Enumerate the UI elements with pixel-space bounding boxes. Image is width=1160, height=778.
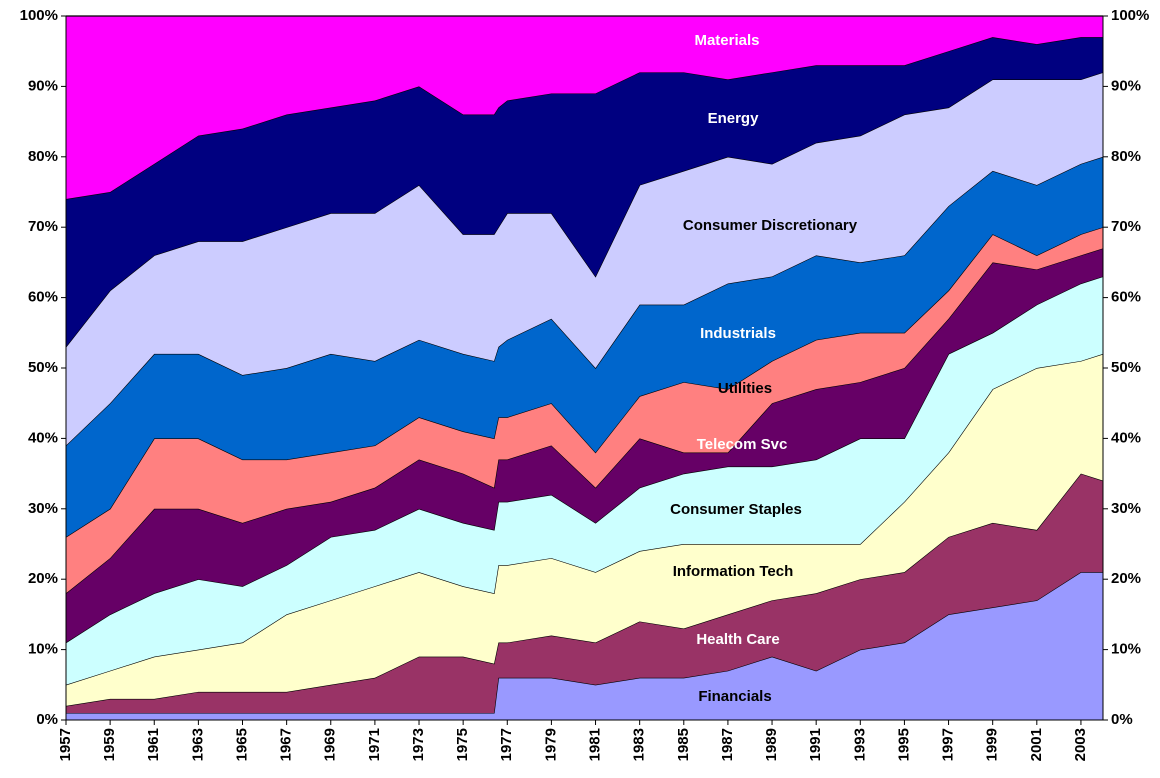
- x-tick-label: 1967: [278, 728, 295, 761]
- area: [66, 16, 1103, 200]
- x-tick-label: 1977: [498, 728, 515, 761]
- x-tick-label: 1971: [366, 728, 383, 761]
- x-tick-label: 1989: [763, 728, 780, 761]
- series-label: Telecom Svc: [697, 436, 788, 453]
- y-tick-label: 90%: [28, 77, 58, 94]
- y2-tick-label: 100%: [1111, 7, 1149, 24]
- series-label: Consumer Discretionary: [683, 217, 858, 234]
- y2-tick-label: 90%: [1111, 77, 1141, 94]
- x-tick-label: 1979: [542, 728, 559, 761]
- x-tick-label: 1991: [807, 728, 824, 761]
- area: [66, 353, 1103, 706]
- x-tick-label: 2003: [1072, 728, 1089, 761]
- series-label: Information Tech: [673, 563, 794, 580]
- x-tick-label: 2001: [1028, 728, 1045, 761]
- x-tick-label: 1981: [587, 728, 604, 761]
- x-tick-label: 1993: [851, 728, 868, 761]
- y-tick-label: 100%: [20, 7, 58, 24]
- x-tick-label: 1969: [322, 728, 339, 761]
- y-tick-label: 10%: [28, 641, 58, 658]
- area: [66, 156, 1103, 537]
- y-tick-label: 0%: [36, 711, 58, 728]
- x-tick-label: 1973: [410, 728, 427, 761]
- y2-tick-label: 60%: [1111, 289, 1141, 306]
- x-tick-label: 1987: [719, 728, 736, 761]
- y2-tick-label: 40%: [1111, 429, 1141, 446]
- y-tick-label: 40%: [28, 429, 58, 446]
- y-tick-label: 70%: [28, 218, 58, 235]
- x-tick-label: 1997: [940, 728, 957, 761]
- y-tick-label: 20%: [28, 570, 58, 587]
- area: [66, 227, 1103, 594]
- x-tick-label: 1959: [101, 728, 118, 761]
- x-tick-label: 1961: [145, 728, 162, 761]
- y2-tick-label: 70%: [1111, 218, 1141, 235]
- x-tick-label: 1999: [984, 728, 1001, 761]
- area: [66, 37, 1103, 347]
- y2-tick-label: 0%: [1111, 711, 1133, 728]
- y2-tick-label: 20%: [1111, 570, 1141, 587]
- x-tick-label: 1965: [233, 728, 250, 761]
- area: [66, 276, 1103, 685]
- x-tick-label: 1995: [895, 728, 912, 761]
- area: [66, 572, 1103, 720]
- x-tick-label: 1957: [57, 728, 74, 761]
- x-tick-label: 1985: [675, 728, 692, 761]
- series-label: Consumer Staples: [670, 501, 802, 518]
- series-label: Materials: [694, 32, 759, 49]
- y-tick-label: 80%: [28, 148, 58, 165]
- y2-tick-label: 50%: [1111, 359, 1141, 376]
- series-label: Energy: [708, 110, 760, 127]
- y-tick-label: 60%: [28, 289, 58, 306]
- area: [66, 248, 1103, 643]
- y-tick-label: 30%: [28, 500, 58, 517]
- series-label: Health Care: [696, 631, 779, 648]
- area: [66, 72, 1103, 446]
- y2-tick-label: 10%: [1111, 641, 1141, 658]
- area: [66, 473, 1103, 713]
- y-tick-label: 50%: [28, 359, 58, 376]
- series-label: Utilities: [718, 380, 772, 397]
- series-label: Industrials: [700, 325, 776, 342]
- series-label: Financials: [698, 688, 771, 705]
- x-tick-label: 1975: [454, 728, 471, 761]
- y2-tick-label: 80%: [1111, 148, 1141, 165]
- x-tick-label: 1983: [631, 728, 648, 761]
- x-tick-label: 1963: [189, 728, 206, 761]
- y2-tick-label: 30%: [1111, 500, 1141, 517]
